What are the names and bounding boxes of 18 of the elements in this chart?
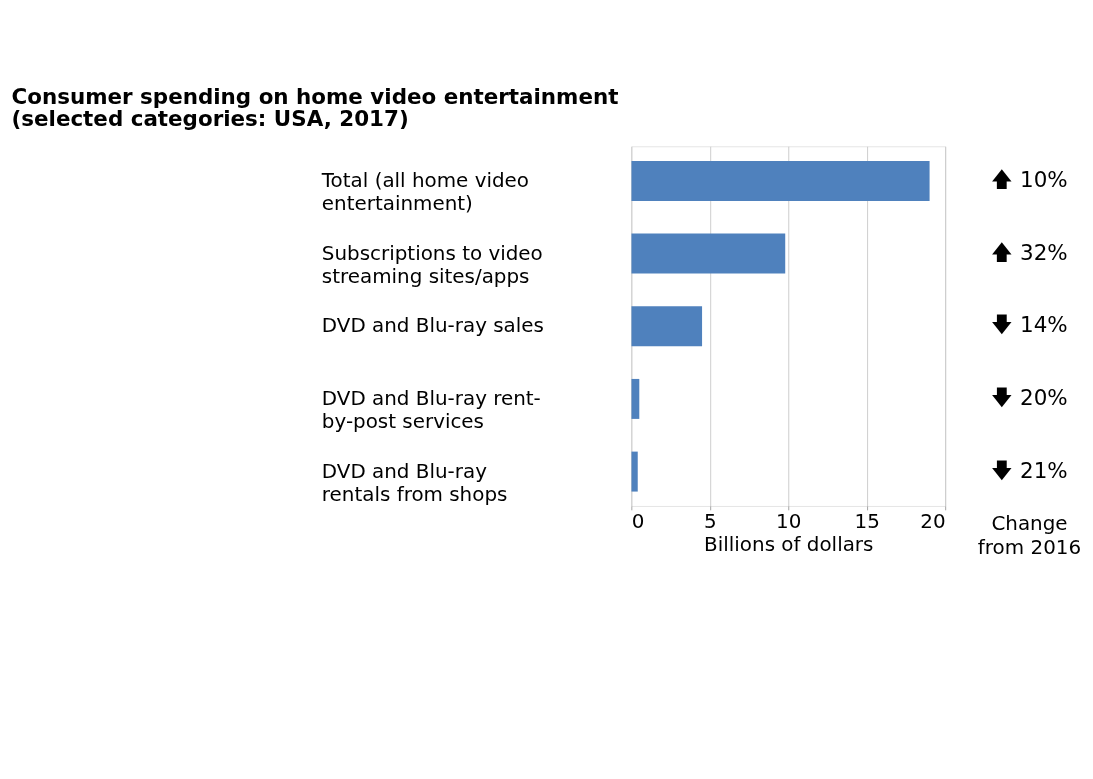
x-tick-label: 10 <box>776 509 802 533</box>
text: 🡅 10% <box>991 167 1068 193</box>
y-tick-label: DVD and Blu-ray rentals from shops <box>321 459 508 506</box>
text: 🡇 21% <box>991 457 1068 483</box>
y-tick-label: Subscriptions to video streaming sites/apps <box>321 241 543 288</box>
x-tick-label: 5 <box>703 509 717 533</box>
x-axis-title: Billions of dollars <box>704 532 874 556</box>
text: Change from 2016 <box>977 511 1082 560</box>
x-tick-label: 15 <box>854 509 880 533</box>
text: Consumer spending on home video entertainment <box>11 83 619 109</box>
text: 🡅 32% <box>991 239 1068 265</box>
y-tick-label: DVD and Blu-ray sales <box>321 314 544 338</box>
text: 🡇 14% <box>991 312 1068 338</box>
text: 🡇 20% <box>991 385 1068 411</box>
x-tick-label: 20 <box>920 509 946 533</box>
y-tick-label: Total (all home video entertainment) <box>320 169 530 215</box>
x-tick-label: 0 <box>631 509 645 533</box>
y-tick-label: DVD and Blu-ray rent-by-post services <box>321 387 541 433</box>
